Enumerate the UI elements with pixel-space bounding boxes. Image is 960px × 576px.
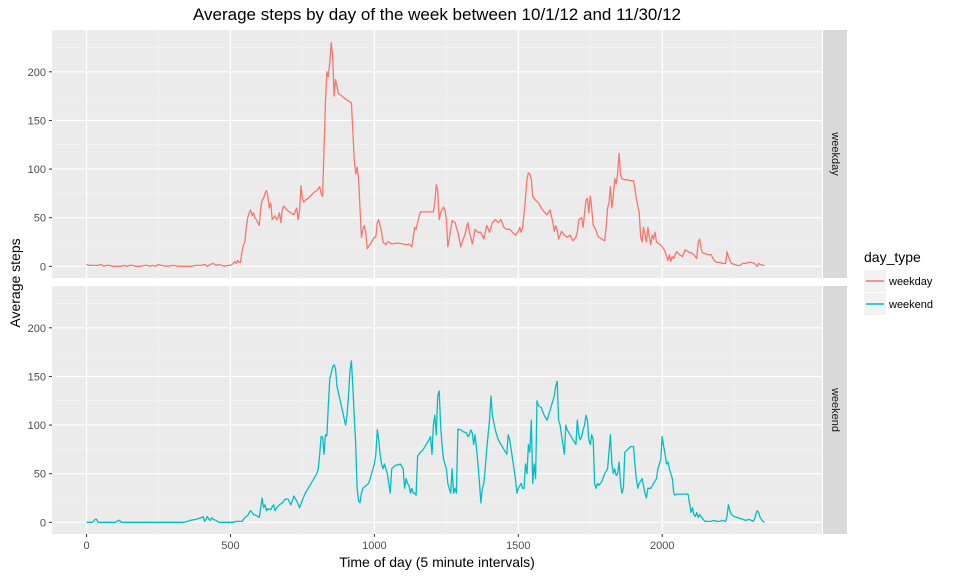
y-tick-label: 0 xyxy=(40,261,46,273)
facet-strip xyxy=(823,286,847,534)
series-line-weekday xyxy=(86,41,765,267)
y-tick-label: 0 xyxy=(40,517,46,529)
y-tick-label: 100 xyxy=(28,164,46,176)
legend-title: day_type xyxy=(864,249,921,265)
x-axis-label: Time of day (5 minute intervals) xyxy=(339,554,535,570)
x-tick-label: 0 xyxy=(83,540,89,552)
legend: day_type weekday weekend xyxy=(864,249,933,315)
y-axis-label: Average steps xyxy=(7,238,23,327)
x-tick-label: 500 xyxy=(221,540,239,552)
legend-item-weekday: weekday xyxy=(864,270,933,292)
chart-title: Average steps by day of the week between… xyxy=(193,5,681,24)
facet-panel-weekday: 0 50 100 150 200 weekday xyxy=(28,30,847,278)
y-tick-label: 200 xyxy=(28,323,46,335)
x-tick-label: 1000 xyxy=(362,540,386,552)
y-tick-label: 200 xyxy=(28,67,46,79)
y-tick-label: 150 xyxy=(28,371,46,383)
facet-panel-weekend: 0 50 100 150 200 weekend 0 500 1000 1500 2000 xyxy=(28,286,847,552)
facet-strip xyxy=(823,30,847,278)
y-tick-label: 50 xyxy=(34,469,46,481)
series-line-weekend xyxy=(86,360,765,523)
y-tick-label: 150 xyxy=(28,115,46,127)
legend-label: weekend xyxy=(888,299,933,311)
facet-strip-label-weekday: weekday xyxy=(829,131,841,176)
y-tick-label: 50 xyxy=(34,213,46,225)
y-tick-label: 100 xyxy=(28,420,46,432)
facet-strip-label-weekend: weekend xyxy=(829,387,841,432)
panel-background xyxy=(52,30,822,278)
x-tick-label: 2000 xyxy=(650,540,674,552)
facet-panels: 0 50 100 150 200 weekday 0 50 100 150 200 weekend 0 5… xyxy=(28,30,847,552)
legend-label: weekday xyxy=(888,276,933,288)
x-tick-label: 1500 xyxy=(506,540,530,552)
legend-item-weekend: weekend xyxy=(864,293,933,315)
